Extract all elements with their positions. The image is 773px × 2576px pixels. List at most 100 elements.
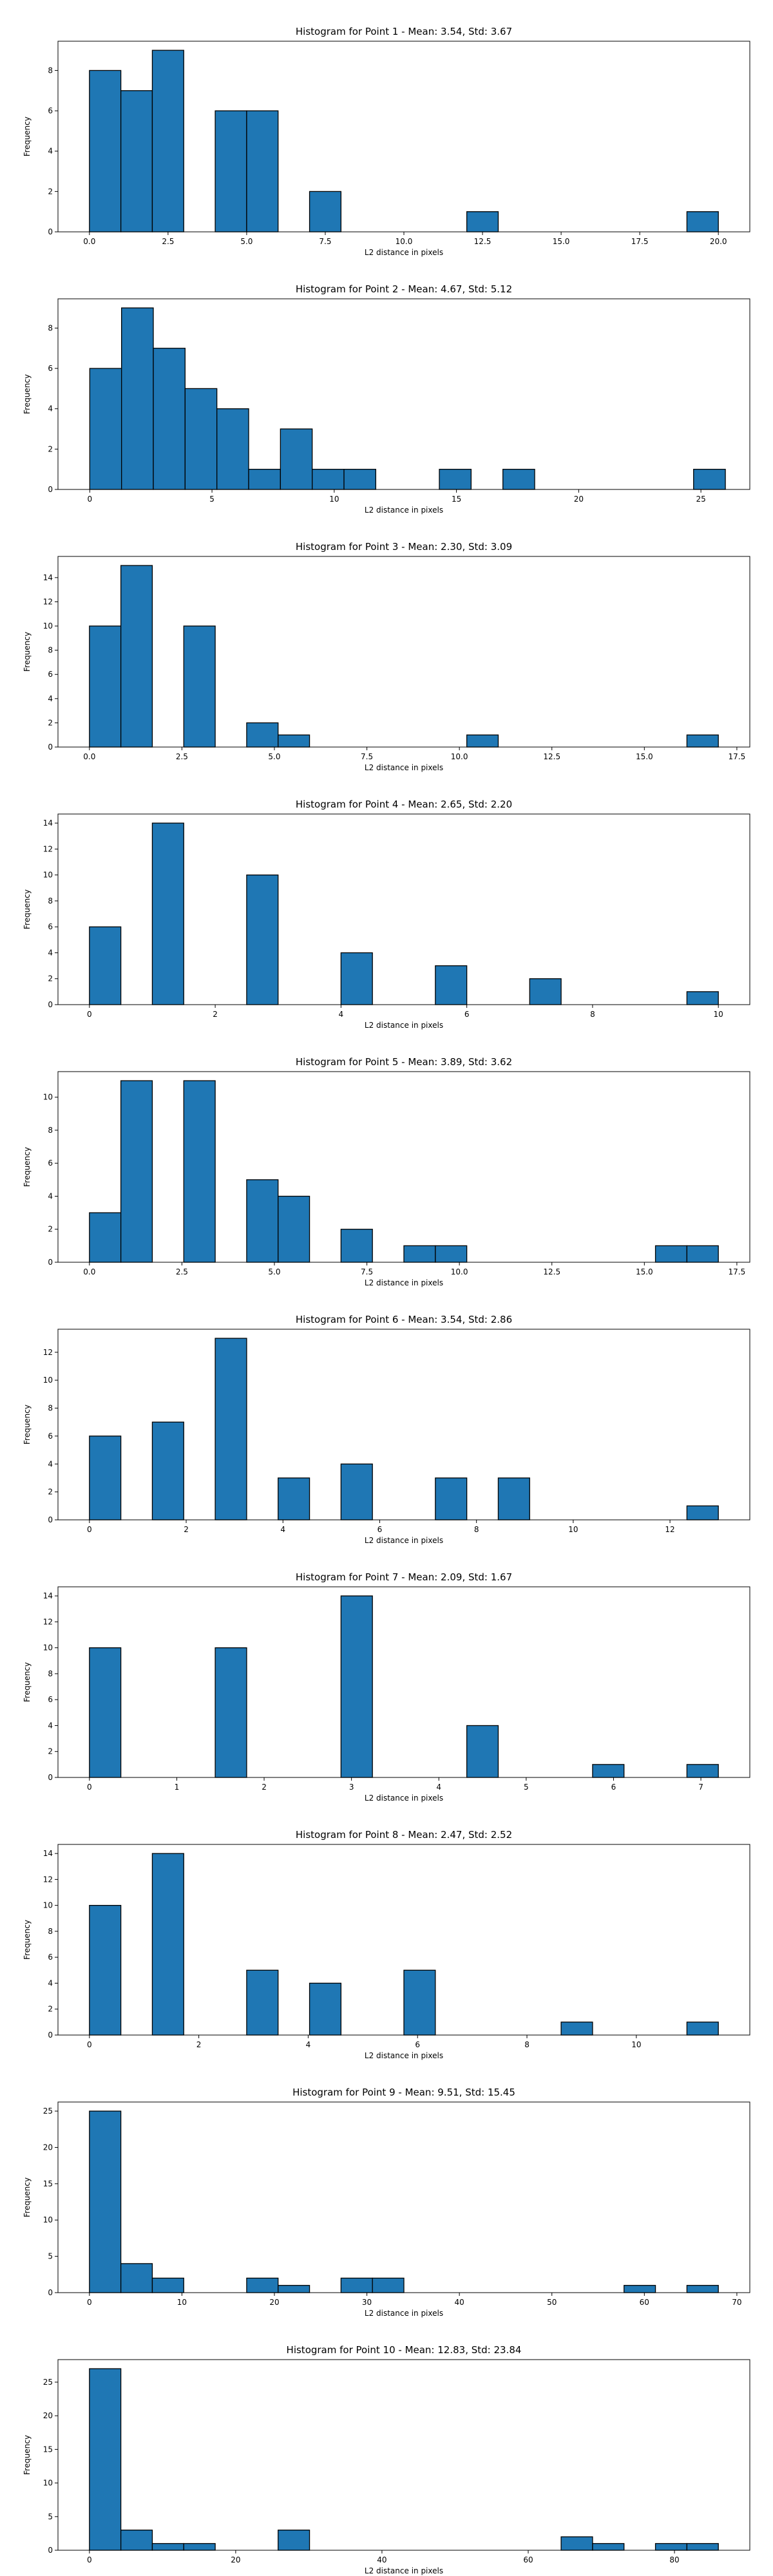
y-tick-label: 6	[48, 1953, 53, 1962]
y-tick-label: 14	[43, 819, 53, 828]
histogram-bar	[89, 1212, 122, 1263]
histogram-bar	[529, 978, 562, 1005]
axes-frame	[57, 1329, 750, 1520]
y-tick-label: 0	[48, 2288, 53, 2297]
bars-group	[89, 1080, 719, 1263]
y-axis-label: Frequency	[23, 889, 32, 929]
histogram-bar	[560, 2022, 593, 2036]
histogram-bar	[278, 734, 310, 748]
histogram-bar	[592, 1764, 625, 1778]
y-axis-label: Frequency	[23, 374, 32, 414]
y-tick-label: 10	[43, 2479, 53, 2488]
y-tick-label: 8	[48, 646, 53, 655]
x-tick-label: 10.0	[396, 237, 413, 246]
histogram-bar	[466, 211, 499, 232]
y-tick-label: 0	[48, 743, 53, 752]
histogram-bar	[686, 734, 719, 748]
y-tick-label: 10	[43, 621, 53, 630]
y-tick-label: 0	[48, 1515, 53, 1524]
y-tick-label: 2	[48, 974, 53, 983]
y-tick-label: 4	[48, 404, 53, 413]
y-tick-label: 14	[43, 1591, 53, 1600]
y-tick-label: 0	[48, 1258, 53, 1267]
x-tick-label: 6	[377, 1525, 383, 1534]
histogram-bar	[340, 2277, 373, 2293]
axes-frame	[57, 2359, 750, 2551]
x-tick-label: 7.5	[361, 1267, 373, 1276]
y-axis-label: Frequency	[23, 117, 32, 156]
y-axis-label: Frequency	[23, 1920, 32, 1960]
histogram-bar	[278, 2285, 310, 2293]
histogram-bar	[184, 388, 218, 490]
histogram-bar	[120, 90, 153, 232]
y-tick-label: 4	[48, 147, 53, 156]
histogram-bar	[654, 2543, 688, 2551]
axes-frame	[57, 1586, 750, 1778]
y-tick-label: 8	[48, 323, 53, 332]
chart-panel-1: 0.0 2.5 5.0 7.5 10.0 12.5 15.0 17.5 20.0 0 2 4 6 8 His…	[23, 26, 750, 257]
x-tick-label: 80	[669, 2555, 679, 2564]
y-tick-label: 20	[43, 2411, 53, 2420]
bars-group	[89, 2110, 719, 2293]
axes-frame	[57, 298, 750, 490]
histogram-bar	[120, 2263, 153, 2293]
x-tick-label: 12.5	[543, 752, 560, 761]
histogram-bar	[278, 1477, 310, 1520]
histogram-bar	[248, 469, 281, 490]
y-tick-label: 25	[43, 2378, 53, 2387]
x-tick-label: 2	[196, 2040, 202, 2049]
histogram-bar	[686, 1764, 719, 1778]
chart-title: Histogram for Point 4 - Mean: 2.65, Std:…	[296, 799, 512, 810]
x-tick-label: 10	[177, 2298, 187, 2307]
histogram-bar	[686, 1505, 719, 1520]
x-tick-label: 10	[329, 495, 339, 504]
histogram-bar	[686, 1245, 719, 1263]
chart-panel-8: 0 2 4 6 8 10 0 2 4 6 8 10 12 14 Histogram for Point 8 …	[23, 1829, 750, 2060]
y-tick-label: 6	[48, 1432, 53, 1441]
y-tick-label: 10	[43, 2215, 53, 2224]
histogram-bar	[403, 1245, 436, 1263]
x-axis-label: L2 distance in pixels	[365, 1021, 443, 1030]
x-axis-label: L2 distance in pixels	[365, 506, 443, 515]
x-tick-label: 17.5	[729, 752, 746, 761]
y-tick-label: 10	[43, 871, 53, 880]
x-tick-label: 12	[665, 1525, 674, 1534]
chart-title: Histogram for Point 6 - Mean: 3.54, Std:…	[296, 1314, 512, 1325]
x-axis-label: L2 distance in pixels	[365, 1794, 443, 1803]
y-tick-label: 14	[43, 573, 53, 582]
y-tick-label: 6	[48, 670, 53, 679]
x-tick-label: 20	[231, 2555, 240, 2564]
x-tick-label: 0	[87, 2555, 92, 2564]
axes-frame	[57, 813, 750, 1005]
y-tick-label: 8	[48, 1927, 53, 1936]
axes-frame	[57, 1844, 750, 2036]
histogram-bar	[340, 1595, 373, 1778]
x-tick-label: 50	[547, 2298, 557, 2307]
histogram-bar	[560, 2536, 593, 2551]
x-tick-label: 10	[631, 2040, 641, 2049]
chart-panel-2: 0 5 10 15 20 25 0 2 4 6 8 Histogram for Point 2 - M…	[23, 283, 750, 515]
x-tick-label: 5	[209, 495, 215, 504]
x-axis-label: L2 distance in pixels	[365, 2051, 443, 2060]
histogram-bar	[120, 2530, 153, 2551]
y-tick-label: 8	[48, 1126, 53, 1135]
histogram-bar	[340, 1463, 373, 1520]
y-axis-label: Frequency	[23, 2177, 32, 2217]
y-tick-label: 12	[43, 1617, 53, 1626]
x-tick-label: 0	[87, 1525, 92, 1534]
x-tick-label: 0	[87, 1010, 92, 1019]
histogram-bar	[435, 1245, 468, 1263]
x-axis-label: L2 distance in pixels	[365, 248, 443, 257]
histogram-bar	[246, 722, 279, 748]
histogram-bar	[246, 1179, 279, 1263]
x-tick-label: 20	[269, 2298, 279, 2307]
histogram-bar	[246, 1969, 279, 2036]
x-axis-label: L2 distance in pixels	[365, 763, 443, 772]
x-tick-label: 4	[280, 1525, 285, 1534]
x-tick-label: 0	[88, 495, 93, 504]
x-tick-label: 2.5	[162, 237, 174, 246]
y-tick-label: 2	[48, 1488, 53, 1497]
x-tick-label: 6	[464, 1010, 470, 1019]
y-tick-label: 2	[48, 1747, 53, 1756]
histogram-bar	[435, 1477, 468, 1520]
